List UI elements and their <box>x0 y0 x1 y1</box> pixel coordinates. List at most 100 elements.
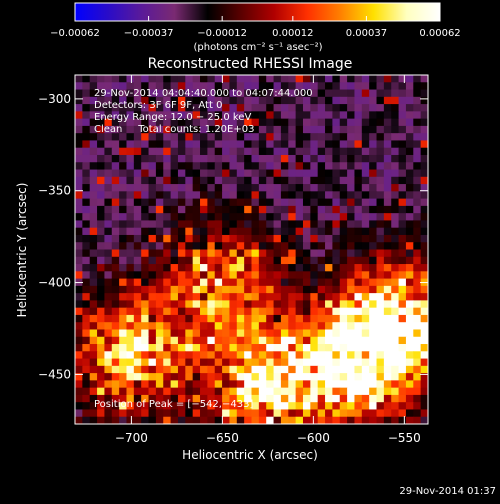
heatmap-cell <box>244 242 252 250</box>
heatmap-cell <box>420 307 429 316</box>
heatmap-cell <box>82 213 91 221</box>
heatmap-cell <box>97 75 105 83</box>
heatmap-cell <box>413 256 422 265</box>
heatmap-cell <box>391 205 400 214</box>
heatmap-cell <box>302 118 311 127</box>
heatmap-cell <box>391 176 400 185</box>
heatmap-cell <box>214 358 223 367</box>
heatmap-cell <box>376 264 385 272</box>
heatmap-cell <box>376 96 385 105</box>
heatmap-cell <box>369 169 378 178</box>
heatmap-cell <box>111 278 120 287</box>
heatmap-cell <box>141 293 150 301</box>
colorbar-gradient <box>75 3 440 21</box>
heatmap-cell <box>288 271 297 280</box>
heatmap-cell <box>229 147 238 156</box>
heatmap-cell <box>97 365 105 374</box>
heatmap-cell <box>177 373 186 381</box>
heatmap-cell <box>251 118 260 127</box>
heatmap-cell <box>391 198 400 207</box>
heatmap-cell <box>236 365 245 374</box>
heatmap-cell <box>310 314 319 323</box>
heatmap-cell <box>325 184 333 192</box>
heatmap-cell <box>383 278 392 287</box>
heatmap-cell <box>258 205 267 214</box>
heatmap-cell <box>376 154 385 163</box>
heatmap-cell <box>163 205 172 214</box>
heatmap-cell <box>170 104 179 112</box>
heatmap-cell <box>82 140 91 149</box>
heatmap-cell <box>192 75 201 83</box>
heatmap-cell <box>317 205 326 214</box>
heatmap-cell <box>75 205 83 214</box>
heatmap-cell <box>295 104 304 112</box>
heatmap-cell <box>420 227 429 236</box>
heatmap-cell <box>347 416 355 425</box>
heatmap-cell <box>111 176 120 185</box>
heatmap-cell <box>200 118 208 127</box>
heatmap-cell <box>207 249 216 258</box>
heatmap-cell <box>288 184 297 192</box>
heatmap-cell <box>266 271 275 280</box>
heatmap-cell <box>244 82 252 91</box>
heatmap-cell <box>288 162 297 171</box>
heatmap-cell <box>266 169 275 178</box>
heatmap-cell <box>222 409 230 418</box>
heatmap-cell <box>413 336 422 345</box>
heatmap-cell <box>266 344 275 352</box>
heatmap-cell <box>369 125 378 134</box>
heatmap-cell <box>317 380 326 389</box>
heatmap-cell <box>258 344 267 352</box>
heatmap-cell <box>119 213 127 221</box>
heatmap-cell <box>155 96 164 105</box>
heatmap-cell <box>258 154 267 163</box>
heatmap-cell <box>332 82 341 91</box>
heatmap-cell <box>229 176 238 185</box>
heatmap-cell <box>177 402 186 410</box>
heatmap-cell <box>177 242 186 250</box>
heatmap-cell <box>310 75 319 83</box>
heatmap-cell <box>420 205 429 214</box>
colorbar-tick-label: 0.00012 <box>272 28 313 39</box>
heatmap-cell <box>383 162 392 171</box>
heatmap-cell <box>339 394 348 403</box>
heatmap-cell <box>222 154 230 163</box>
heatmap-cell <box>361 96 370 105</box>
heatmap-cell <box>75 394 83 403</box>
heatmap-cell <box>163 227 172 236</box>
heatmap-cell <box>325 96 333 105</box>
heatmap-cell <box>126 234 135 243</box>
heatmap-cell <box>192 191 201 200</box>
heatmap-cell <box>325 220 333 229</box>
heatmap-cell <box>317 89 326 98</box>
heatmap-cell <box>288 264 297 272</box>
heatmap-cell <box>207 322 216 330</box>
heatmap-cell <box>200 191 208 200</box>
heatmap-cell <box>280 416 289 425</box>
heatmap-cell <box>236 285 245 294</box>
heatmap-cell <box>207 176 216 185</box>
heatmap-cell <box>148 285 157 294</box>
heatmap-cell <box>89 373 98 381</box>
heatmap-cell <box>251 322 260 330</box>
heatmap-cell <box>192 256 201 265</box>
heatmap-cell <box>177 154 186 163</box>
heatmap-cell <box>170 191 179 200</box>
heatmap-cell <box>185 402 194 410</box>
heatmap-cell <box>214 293 223 301</box>
heatmap-cell <box>148 271 157 280</box>
heatmap-cell <box>280 242 289 250</box>
heatmap-cell <box>214 409 223 418</box>
heatmap-cell <box>413 227 422 236</box>
heatmap-cell <box>119 75 127 83</box>
heatmap-cell <box>207 300 216 309</box>
heatmap-cell <box>200 249 208 258</box>
heatmap-cell <box>325 314 333 323</box>
heatmap-cell <box>177 133 186 141</box>
heatmap-cell <box>405 198 414 207</box>
heatmap-cell <box>97 220 105 229</box>
heatmap-cell <box>295 234 304 243</box>
heatmap-cell <box>207 256 216 265</box>
heatmap-cell <box>354 111 363 120</box>
heatmap-cell <box>200 409 208 418</box>
